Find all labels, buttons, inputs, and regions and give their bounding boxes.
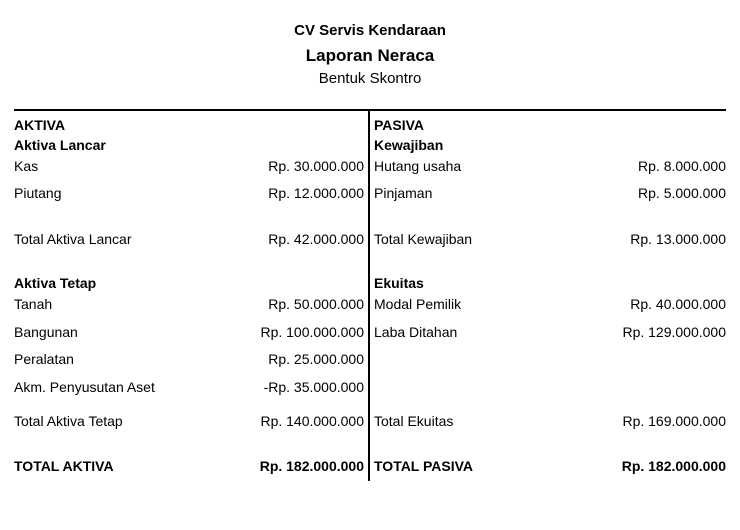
aktiva-column: AKTIVA Aktiva Lancar Kas Rp. 30.000.000 … xyxy=(14,111,370,481)
item-label: Laba Ditahan xyxy=(374,323,614,343)
item-label: Pinjaman xyxy=(374,184,630,204)
company-name: CV Servis Kendaraan xyxy=(14,20,726,43)
item-label: Hutang usaha xyxy=(374,157,630,177)
subtotal-row: Total Aktiva Tetap Rp. 140.000.000 xyxy=(14,408,364,436)
grand-total-amount: Rp. 182.000.000 xyxy=(252,457,364,477)
report-subtitle: Bentuk Skontro xyxy=(14,68,726,91)
grand-total-amount: Rp. 182.000.000 xyxy=(614,457,726,477)
line-item: Tanah Rp. 50.000.000 xyxy=(14,291,364,319)
report-header: CV Servis Kendaraan Laporan Neraca Bentu… xyxy=(14,20,726,91)
grand-total-label: TOTAL PASIVA xyxy=(374,457,614,477)
item-amount: Rp. 8.000.000 xyxy=(630,157,726,177)
item-amount: -Rp. 35.000.000 xyxy=(256,378,364,398)
item-amount: Rp. 129.000.000 xyxy=(614,323,726,343)
line-item: Piutang Rp. 12.000.000 xyxy=(14,180,364,208)
line-item: Modal Pemilik Rp. 40.000.000 xyxy=(374,291,726,319)
item-amount: Rp. 5.000.000 xyxy=(630,184,726,204)
kewajiban-heading: Kewajiban xyxy=(374,133,726,153)
line-item: Hutang usaha Rp. 8.000.000 xyxy=(374,153,726,181)
balance-sheet: AKTIVA Aktiva Lancar Kas Rp. 30.000.000 … xyxy=(14,109,726,481)
item-amount: Rp. 30.000.000 xyxy=(260,157,364,177)
item-label: Bangunan xyxy=(14,323,252,343)
line-item: Peralatan Rp. 25.000.000 xyxy=(14,346,364,374)
aktiva-lancar-heading: Aktiva Lancar xyxy=(14,133,364,153)
line-item: Kas Rp. 30.000.000 xyxy=(14,153,364,181)
item-amount: Rp. 40.000.000 xyxy=(622,295,726,315)
ekuitas-heading: Ekuitas xyxy=(374,271,726,291)
line-item: Akm. Penyusutan Aset -Rp. 35.000.000 xyxy=(14,374,364,402)
subtotal-amount: Rp. 13.000.000 xyxy=(622,230,726,250)
grand-total-label: TOTAL AKTIVA xyxy=(14,457,252,477)
item-amount: Rp. 25.000.000 xyxy=(260,350,364,370)
pasiva-heading: PASIVA xyxy=(374,111,726,133)
item-amount: Rp. 12.000.000 xyxy=(260,184,364,204)
line-item xyxy=(374,346,726,374)
aktiva-tetap-heading: Aktiva Tetap xyxy=(14,271,364,291)
item-label: Modal Pemilik xyxy=(374,295,622,315)
item-label: Akm. Penyusutan Aset xyxy=(14,378,256,398)
item-label: Tanah xyxy=(14,295,260,315)
grand-total-row: TOTAL AKTIVA Rp. 182.000.000 xyxy=(14,453,364,481)
line-item: Pinjaman Rp. 5.000.000 xyxy=(374,180,726,208)
subtotal-label: Total Ekuitas xyxy=(374,412,614,432)
subtotal-label: Total Aktiva Lancar xyxy=(14,230,260,250)
item-label: Kas xyxy=(14,157,260,177)
subtotal-label: Total Aktiva Tetap xyxy=(14,412,252,432)
subtotal-label: Total Kewajiban xyxy=(374,230,622,250)
item-label: Piutang xyxy=(14,184,260,204)
line-item: Bangunan Rp. 100.000.000 xyxy=(14,319,364,347)
report-title: Laporan Neraca xyxy=(14,43,726,69)
subtotal-amount: Rp. 42.000.000 xyxy=(260,230,364,250)
subtotal-row: Total Aktiva Lancar Rp. 42.000.000 xyxy=(14,226,364,254)
item-amount: Rp. 100.000.000 xyxy=(252,323,364,343)
pasiva-column: PASIVA Kewajiban Hutang usaha Rp. 8.000.… xyxy=(370,111,726,481)
aktiva-heading: AKTIVA xyxy=(14,111,364,133)
subtotal-amount: Rp. 140.000.000 xyxy=(252,412,364,432)
grand-total-row: TOTAL PASIVA Rp. 182.000.000 xyxy=(374,453,726,481)
item-label: Peralatan xyxy=(14,350,260,370)
item-amount: Rp. 50.000.000 xyxy=(260,295,364,315)
subtotal-amount: Rp. 169.000.000 xyxy=(614,412,726,432)
subtotal-row: Total Ekuitas Rp. 169.000.000 xyxy=(374,408,726,436)
line-item: Laba Ditahan Rp. 129.000.000 xyxy=(374,319,726,347)
line-item xyxy=(374,374,726,402)
subtotal-row: Total Kewajiban Rp. 13.000.000 xyxy=(374,226,726,254)
